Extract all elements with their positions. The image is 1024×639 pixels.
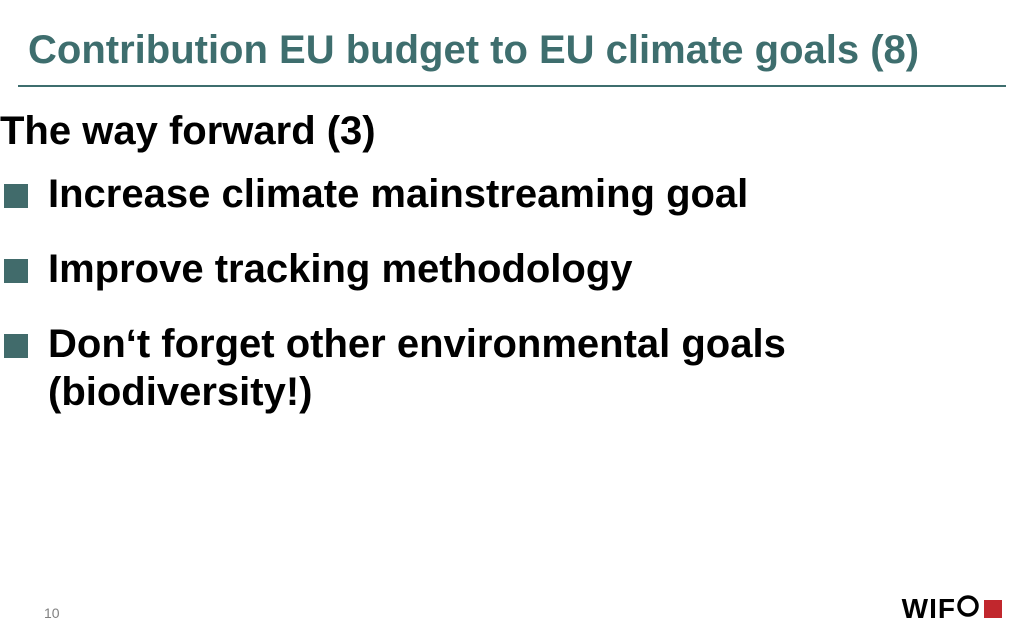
subheading: The way forward (3) xyxy=(0,87,1024,170)
bullet-square-icon xyxy=(4,184,28,208)
logo-red-square-icon xyxy=(984,600,1002,618)
list-item: Don‘t forget other environmental goals (… xyxy=(0,320,1024,418)
bullet-text: Increase climate mainstreaming goal xyxy=(48,172,748,216)
logo-letter-i: I xyxy=(929,593,938,625)
wifo-logo: WIF xyxy=(902,593,1002,625)
slide-title: Contribution EU budget to EU climate goa… xyxy=(0,0,1024,85)
bullet-text: Improve tracking methodology xyxy=(48,247,633,291)
bullet-list: Increase climate mainstreaming goal Impr… xyxy=(0,170,1024,417)
page-number: 10 xyxy=(44,605,60,621)
logo-letter-w: W xyxy=(902,593,929,625)
logo-letter-f: F xyxy=(938,593,956,625)
list-item: Improve tracking methodology xyxy=(0,245,1024,294)
slide: Contribution EU budget to EU climate goa… xyxy=(0,0,1024,639)
bullet-text: Don‘t forget other environmental goals (… xyxy=(48,322,786,415)
bullet-square-icon xyxy=(4,259,28,283)
logo-letter-o-icon xyxy=(956,593,980,625)
bullet-square-icon xyxy=(4,334,28,358)
list-item: Increase climate mainstreaming goal xyxy=(0,170,1024,219)
